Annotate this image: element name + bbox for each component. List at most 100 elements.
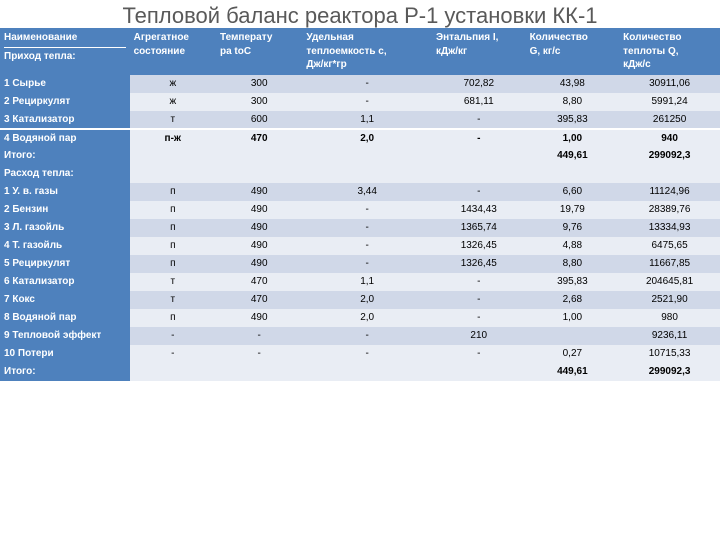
table-body: 1 Сырьеж300-702,8243,9830911,062 Рецирку…	[0, 75, 720, 381]
cell	[216, 363, 302, 381]
cell: 490	[216, 183, 302, 201]
cell: 6,60	[526, 183, 620, 201]
col-header-0: Наименование Приход тепла:	[0, 28, 130, 75]
cell: -	[302, 75, 432, 93]
cell: п	[130, 201, 216, 219]
cell: 1,1	[302, 111, 432, 129]
cell: 9236,11	[619, 327, 720, 345]
cell: 449,61	[526, 363, 620, 381]
cell: -	[432, 345, 526, 363]
cell	[302, 165, 432, 183]
row-label: 4 Т. газойль	[0, 237, 130, 255]
row-label: 6 Катализатор	[0, 273, 130, 291]
row-label: 4 Водяной пар	[0, 129, 130, 147]
col-header-1: Агрегатное состояние	[130, 28, 216, 75]
row-label: 3 Катализатор	[0, 111, 130, 129]
cell: 980	[619, 309, 720, 327]
col-header-6: Количество теплоты Q, кДж/с	[619, 28, 720, 75]
table-row: Итого: 449,61299092,3	[0, 147, 720, 165]
table-row: 4 Водяной парп-ж4702,0-1,00940	[0, 129, 720, 147]
cell: -	[302, 201, 432, 219]
cell: 1326,45	[432, 255, 526, 273]
cell: п	[130, 237, 216, 255]
cell	[432, 165, 526, 183]
cell: 449,61	[526, 147, 620, 165]
cell: 600	[216, 111, 302, 129]
cell: п	[130, 309, 216, 327]
cell: -	[432, 129, 526, 147]
cell: -	[302, 219, 432, 237]
cell: 261250	[619, 111, 720, 129]
col-header-2: Температу ра toC	[216, 28, 302, 75]
table-row: 4 Т. газойльп490-1326,454,886475,65	[0, 237, 720, 255]
cell: 490	[216, 201, 302, 219]
cell: 3,44	[302, 183, 432, 201]
row-label: Итого:	[0, 363, 130, 381]
cell: 299092,3	[619, 363, 720, 381]
cell: 1434,43	[432, 201, 526, 219]
cell: 10715,33	[619, 345, 720, 363]
cell: п	[130, 255, 216, 273]
cell: 19,79	[526, 201, 620, 219]
cell: 395,83	[526, 273, 620, 291]
cell: -	[302, 237, 432, 255]
table-row: 9 Тепловой эффект---2109236,11	[0, 327, 720, 345]
cell: 0,27	[526, 345, 620, 363]
cell: п-ж	[130, 129, 216, 147]
cell: т	[130, 291, 216, 309]
cell: -	[216, 345, 302, 363]
table-row: 1 У. в. газып4903,44-6,6011124,96	[0, 183, 720, 201]
table-row: 1 Сырьеж300-702,8243,9830911,06	[0, 75, 720, 93]
cell: 299092,3	[619, 147, 720, 165]
table-row: 7 Кокст4702,0-2,682521,90	[0, 291, 720, 309]
table-row: Итого: 449,61299092,3	[0, 363, 720, 381]
row-label: 2 Рециркулят	[0, 93, 130, 111]
cell: -	[302, 93, 432, 111]
table-row: 8 Водяной парп4902,0-1,00980	[0, 309, 720, 327]
cell: -	[216, 327, 302, 345]
cell	[432, 147, 526, 165]
row-label: 8 Водяной пар	[0, 309, 130, 327]
cell: -	[130, 345, 216, 363]
page-title: Тепловой баланс реактора Р-1 установки К…	[0, 0, 720, 28]
table-row: 10 Потери----0,2710715,33	[0, 345, 720, 363]
table-row: Расход тепла:	[0, 165, 720, 183]
cell: 300	[216, 93, 302, 111]
row-label: 3 Л. газойль	[0, 219, 130, 237]
cell: 702,82	[432, 75, 526, 93]
row-label: 7 Кокс	[0, 291, 130, 309]
row-label: Итого:	[0, 147, 130, 165]
cell: 2,0	[302, 129, 432, 147]
cell	[216, 165, 302, 183]
table-row: 2 Бензинп490-1434,4319,7928389,76	[0, 201, 720, 219]
cell: ж	[130, 75, 216, 93]
cell: 5991,24	[619, 93, 720, 111]
table-row: 3 Катализаторт6001,1-395,83261250	[0, 111, 720, 129]
row-label: Расход тепла:	[0, 165, 130, 183]
cell	[619, 165, 720, 183]
cell: -	[302, 327, 432, 345]
cell	[526, 327, 620, 345]
cell: -	[432, 111, 526, 129]
balance-table: Наименование Приход тепла: Агрегатное со…	[0, 28, 720, 381]
cell: 1,00	[526, 309, 620, 327]
col-header-5: Количество G, кг/с	[526, 28, 620, 75]
col-header-4: Энтальпия I, кДж/кг	[432, 28, 526, 75]
cell: 470	[216, 129, 302, 147]
cell: 490	[216, 219, 302, 237]
table-row: 6 Катализаторт4701,1-395,83204645,81	[0, 273, 720, 291]
cell: -	[302, 255, 432, 273]
cell: -	[130, 327, 216, 345]
cell: 6475,65	[619, 237, 720, 255]
cell	[432, 363, 526, 381]
cell: 1,00	[526, 129, 620, 147]
cell: п	[130, 183, 216, 201]
cell: 1326,45	[432, 237, 526, 255]
cell: 4,88	[526, 237, 620, 255]
table-row: 5 Рециркулятп490-1326,458,8011667,85	[0, 255, 720, 273]
cell: 28389,76	[619, 201, 720, 219]
row-label: 5 Рециркулят	[0, 255, 130, 273]
cell: 470	[216, 273, 302, 291]
cell: ж	[130, 93, 216, 111]
cell: 470	[216, 291, 302, 309]
